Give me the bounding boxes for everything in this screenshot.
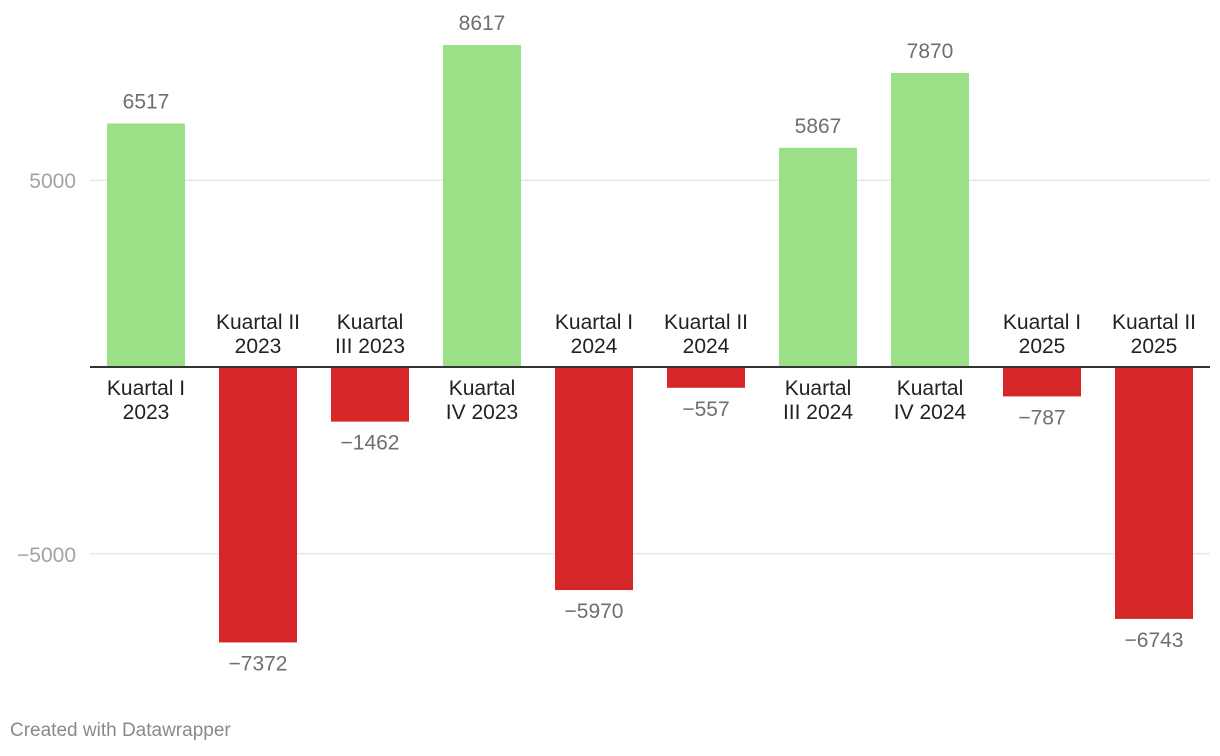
category-label: Kuartal xyxy=(449,377,516,400)
bars xyxy=(107,45,1193,643)
category-label: Kuartal I xyxy=(555,311,633,334)
data-label: −5970 xyxy=(565,600,624,623)
category-label: Kuartal II xyxy=(664,311,748,334)
y-tick-label: 5000 xyxy=(29,170,76,193)
category-label: Kuartal xyxy=(785,377,852,400)
bar xyxy=(667,367,745,388)
data-label: −6743 xyxy=(1125,629,1184,652)
data-label: 6517 xyxy=(123,91,170,114)
category-label: IV 2023 xyxy=(446,401,518,424)
category-label: 2024 xyxy=(683,335,730,358)
category-label: Kuartal II xyxy=(1112,311,1196,334)
bar xyxy=(107,123,185,368)
category-label: Kuartal xyxy=(337,311,404,334)
category-label: 2024 xyxy=(571,335,618,358)
data-label: 7870 xyxy=(907,40,954,63)
category-label: Kuartal xyxy=(897,377,964,400)
bar xyxy=(443,45,521,367)
category-label: III 2023 xyxy=(335,335,405,358)
data-label: −557 xyxy=(682,398,729,421)
bar xyxy=(219,367,297,643)
category-label: 2023 xyxy=(123,401,170,424)
gridlines: 5000 −5000 xyxy=(17,170,1210,567)
bar xyxy=(1115,367,1193,619)
category-label: Kuartal I xyxy=(1003,311,1081,334)
bar xyxy=(331,367,409,422)
category-label: Kuartal I xyxy=(107,377,185,400)
category-label: 2025 xyxy=(1131,335,1178,358)
category-label: IV 2024 xyxy=(894,401,967,424)
bar xyxy=(779,147,857,367)
data-label: −7372 xyxy=(229,652,288,675)
category-label: Kuartal II xyxy=(216,311,300,334)
category-label: III 2024 xyxy=(783,401,853,424)
data-label: −1462 xyxy=(341,432,400,455)
bar xyxy=(891,72,969,367)
bar xyxy=(555,367,633,591)
y-tick-label: −5000 xyxy=(17,544,76,567)
data-label: 5867 xyxy=(795,115,842,138)
category-label: 2025 xyxy=(1019,335,1066,358)
data-label: 8617 xyxy=(459,12,506,35)
bar xyxy=(1003,367,1081,397)
category-label: 2023 xyxy=(235,335,282,358)
data-label: −787 xyxy=(1018,406,1065,429)
credit-text: Created with Datawrapper xyxy=(10,720,231,741)
